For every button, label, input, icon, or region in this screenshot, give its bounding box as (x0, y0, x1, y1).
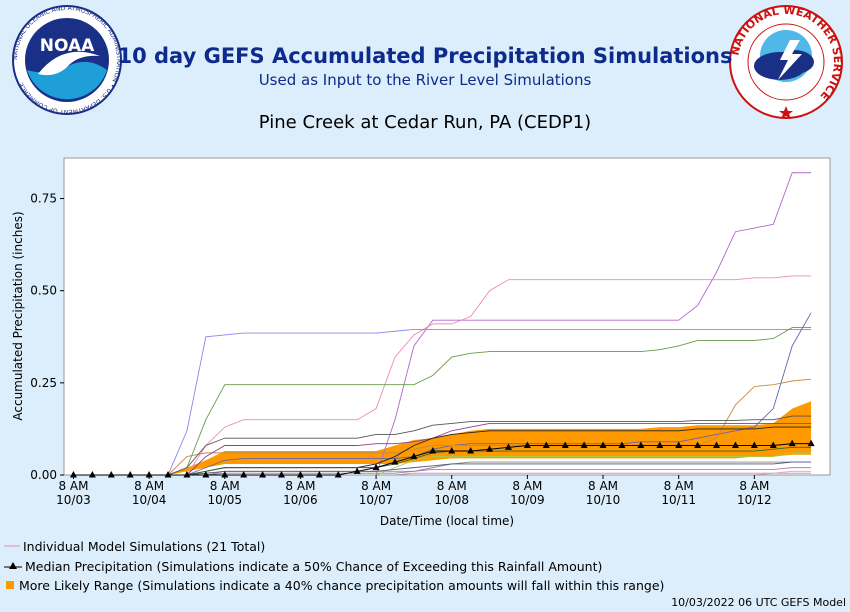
x-tick-label-time: 8 AM (512, 479, 542, 493)
median-marker (429, 447, 437, 454)
x-tick-label-date: 10/09 (510, 493, 545, 507)
noaa-logo: NATIONAL OCEANIC AND ATMOSPHERIC ADMINIS… (8, 4, 126, 116)
median-marker (580, 441, 588, 449)
x-tick-label-date: 10/11 (661, 493, 696, 507)
median-marker (278, 471, 286, 478)
x-tick-label-date: 10/10 (586, 493, 621, 507)
median-marker (88, 471, 96, 478)
median-marker (788, 439, 796, 447)
legend-median-label: Median Precipitation (Simulations indica… (25, 558, 603, 574)
median-marker (467, 447, 475, 454)
page-subtitle: Used as Input to the River Level Simulat… (258, 71, 592, 89)
median-marker (599, 441, 607, 449)
legend-line-icon (4, 545, 20, 547)
legend-individual: Individual Model Simulations (21 Total) (4, 537, 265, 555)
median-marker (504, 443, 512, 450)
median-marker (391, 458, 399, 465)
median-marker (731, 441, 739, 449)
legend-median: Median Precipitation (Simulations indica… (4, 557, 602, 575)
x-axis-label: Date/Time (local time) (380, 514, 514, 528)
nws-logo: NATIONAL WEATHER SERVICE (728, 4, 844, 120)
median-marker (694, 441, 702, 449)
x-tick-label-time: 8 AM (58, 479, 88, 493)
median-marker (183, 471, 191, 478)
median-marker (656, 441, 664, 449)
median-marker (164, 471, 172, 478)
simulation-line-3 (73, 328, 812, 476)
y-axis-label: Accumulated Precipitation (inches) (11, 211, 25, 420)
simulation-line-7 (73, 415, 812, 476)
y-tick-label: 0.00 (30, 468, 57, 482)
x-tick-label-date: 10/03 (56, 493, 91, 507)
median-marker (675, 441, 683, 449)
median-line (73, 443, 812, 476)
noaa-logo-icon: NATIONAL OCEANIC AND ATMOSPHERIC ADMINIS… (12, 5, 122, 115)
median-marker (296, 471, 304, 478)
x-tick-label-date: 10/05 (207, 493, 242, 507)
median-marker (126, 471, 134, 478)
median-marker (107, 471, 115, 478)
x-tick-label-time: 8 AM (437, 479, 467, 493)
x-tick-label-time: 8 AM (588, 479, 618, 493)
x-tick-label-time: 8 AM (664, 479, 694, 493)
median-marker (221, 471, 229, 478)
model-run-footer: 10/03/2022 06 UTC GEFS Model (671, 596, 846, 609)
y-tick-label: 0.75 (30, 192, 57, 206)
median-marker (353, 467, 361, 474)
x-tick-label-time: 8 AM (210, 479, 240, 493)
x-tick-label-time: 8 AM (134, 479, 164, 493)
median-marker (637, 441, 645, 449)
gauge-title: Pine Creek at Cedar Run, PA (CEDP1) (258, 112, 592, 133)
legend-triangle-icon (4, 562, 22, 569)
median-marker (334, 471, 342, 478)
median-marker (410, 452, 418, 460)
median-marker (69, 471, 77, 478)
median-marker (618, 441, 626, 449)
median-marker (372, 463, 380, 471)
median-marker (259, 471, 267, 478)
y-tick-label: 0.50 (30, 284, 57, 298)
median-marker (750, 441, 758, 449)
median-marker (486, 445, 494, 452)
simulation-line-17 (73, 461, 812, 476)
x-tick-label-date: 10/04 (132, 493, 167, 507)
median-marker (448, 447, 456, 454)
median-marker (542, 441, 550, 449)
x-tick-label-date: 10/12 (737, 493, 772, 507)
median-marker (807, 439, 815, 447)
simulation-line-8 (73, 422, 812, 476)
nws-logo-icon: NATIONAL WEATHER SERVICE (728, 4, 844, 119)
page-title: 10 day GEFS Accumulated Precipitation Si… (117, 44, 733, 68)
x-tick-label-time: 8 AM (739, 479, 769, 493)
legend-range-label: More Likely Range (Simulations indicate … (19, 577, 665, 593)
median-marker (561, 441, 569, 449)
x-tick-label-date: 10/06 (283, 493, 318, 507)
legend-individual-label: Individual Model Simulations (21 Total) (23, 538, 266, 554)
simulation-line-5 (73, 312, 812, 476)
x-tick-label-date: 10/07 (359, 493, 394, 507)
simulation-line-2 (73, 275, 812, 476)
x-tick-label-date: 10/08 (434, 493, 469, 507)
y-tick-label: 0.25 (30, 376, 57, 390)
x-tick-label-time: 8 AM (361, 479, 391, 493)
plot-area (63, 157, 831, 476)
legend-square-icon (6, 581, 14, 589)
median-marker (769, 441, 777, 449)
svg-text:NOAA: NOAA (40, 36, 95, 56)
simulation-line-4 (73, 327, 812, 476)
median-marker (202, 471, 210, 478)
median-marker (315, 471, 323, 478)
median-marker (523, 441, 531, 449)
simulation-line-16 (73, 446, 812, 476)
median-marker (240, 471, 248, 478)
legend-range: More Likely Range (Simulations indicate … (4, 576, 664, 594)
median-marker (145, 471, 153, 478)
median-marker (713, 441, 721, 449)
x-tick-label-time: 8 AM (285, 479, 315, 493)
